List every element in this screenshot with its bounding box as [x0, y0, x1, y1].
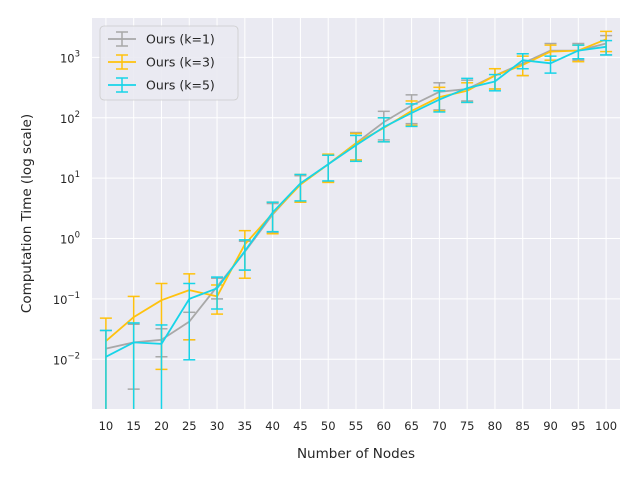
x-tick-label: 75 [460, 419, 475, 433]
x-tick-label: 85 [515, 419, 530, 433]
y-tick-label: 103 [60, 49, 80, 65]
x-tick-label: 45 [293, 419, 308, 433]
y-tick-label: 10−2 [53, 351, 80, 367]
legend-label: Ours (k=1) [146, 32, 215, 47]
legend-label: Ours (k=5) [146, 78, 215, 93]
x-tick-label: 40 [265, 419, 280, 433]
x-tick-label: 90 [543, 419, 558, 433]
y-axis-label: Computation Time (log scale) [19, 114, 35, 313]
x-tick-label: 25 [182, 419, 197, 433]
y-tick-label: 10−1 [53, 291, 80, 307]
x-axis-label: Number of Nodes [297, 446, 415, 462]
x-tick-label: 10 [99, 419, 114, 433]
y-tick-label: 102 [60, 110, 80, 126]
legend: Ours (k=1) Ours (k=3) Ours (k=5) [100, 26, 238, 100]
x-tick-label: 15 [126, 419, 141, 433]
y-tick-label: 101 [60, 170, 80, 186]
legend-label: Ours (k=3) [146, 55, 215, 70]
x-tick-labels: 10 15 20 25 30 35 40 45 50 55 60 65 70 75 80 85 90 95 100 [99, 419, 618, 433]
y-tick-label: 100 [60, 231, 80, 247]
x-tick-label: 50 [321, 419, 336, 433]
x-tick-label: 60 [376, 419, 391, 433]
y-tick-labels: 10−2 10−1 100 101 102 103 [53, 49, 80, 367]
x-tick-label: 100 [595, 419, 617, 433]
x-tick-label: 20 [154, 419, 169, 433]
x-tick-label: 95 [571, 419, 586, 433]
x-tick-label: 70 [432, 419, 447, 433]
x-tick-label: 35 [238, 419, 253, 433]
x-tick-label: 55 [349, 419, 364, 433]
x-tick-label: 30 [210, 419, 225, 433]
x-tick-label: 80 [488, 419, 503, 433]
x-tick-label: 65 [404, 419, 419, 433]
